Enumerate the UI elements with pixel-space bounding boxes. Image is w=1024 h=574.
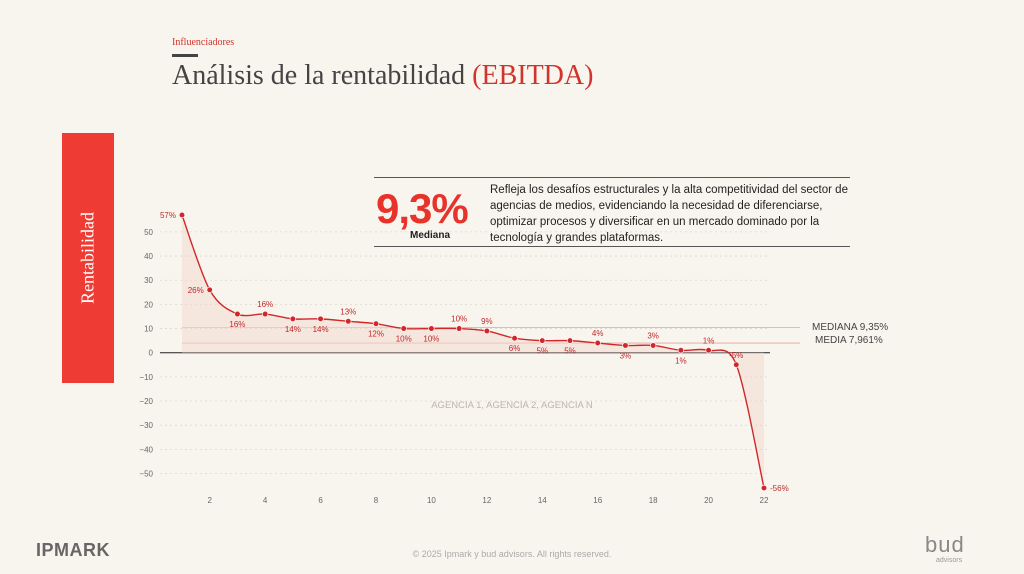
side-label-box: Rentabilidad	[62, 133, 114, 383]
data-label: 5%	[564, 347, 576, 356]
y-tick-label: −30	[139, 421, 153, 430]
data-point	[566, 337, 574, 344]
data-point	[539, 337, 546, 344]
data-point	[345, 318, 352, 325]
data-label: 57%	[160, 211, 176, 220]
y-tick-label: 40	[144, 252, 153, 261]
data-point	[733, 361, 740, 368]
y-tick-label: 10	[144, 325, 153, 334]
data-point	[428, 325, 435, 332]
median-stat: 9,3%	[376, 185, 469, 232]
data-point	[317, 315, 324, 322]
data-label: 26%	[188, 286, 204, 295]
data-label: 10%	[451, 315, 467, 324]
data-label: -5%	[729, 351, 743, 360]
x-tick-label: 6	[318, 496, 323, 505]
median-line-label: MEDIANA 9,35%	[812, 322, 889, 333]
data-point	[289, 315, 296, 322]
y-tick-label: 30	[144, 276, 153, 285]
insight-text: Refleja los desafíos estructurales y la …	[490, 184, 848, 244]
data-point	[650, 342, 657, 349]
x-tick-label: 14	[538, 496, 547, 505]
y-tick-label: 50	[144, 228, 153, 237]
data-point	[594, 339, 601, 347]
x-tick-label: 4	[263, 496, 268, 505]
y-tick-label: 0	[149, 349, 154, 358]
title-main: Análisis de la rentabilidad	[172, 60, 466, 91]
x-tick-label: 12	[482, 496, 491, 505]
x-tick-label: 16	[593, 496, 602, 505]
data-label: 13%	[340, 307, 356, 316]
page-title: Análisis de la rentabilidad (EBITDA)	[172, 60, 593, 92]
data-point	[234, 310, 241, 318]
insight-bottom-rule	[374, 246, 850, 247]
y-tick-label: −40	[139, 445, 153, 454]
bud-logo-sub: advisors	[936, 557, 963, 564]
mean-line-label: MEDIA 7,961%	[815, 335, 883, 346]
data-label: 10%	[423, 335, 439, 344]
data-label: 14%	[313, 325, 329, 334]
data-point	[705, 347, 712, 354]
x-tick-label: 8	[374, 496, 379, 505]
insight-top-rule	[374, 177, 850, 178]
y-tick-label: −50	[139, 470, 153, 479]
data-point	[622, 342, 629, 349]
data-label: 4%	[592, 329, 604, 338]
x-tick-label: 18	[649, 496, 658, 505]
y-tick-label: −20	[139, 397, 153, 406]
eyebrow-divider	[172, 54, 198, 57]
data-point	[456, 325, 463, 332]
data-label: 12%	[368, 330, 384, 339]
y-tick-label: −10	[139, 373, 153, 382]
data-label: 1%	[703, 336, 715, 345]
data-label: 16%	[229, 320, 245, 329]
x-tick-label: 22	[760, 496, 769, 505]
data-point	[483, 327, 490, 335]
data-label: 16%	[257, 300, 273, 309]
area-fill	[182, 215, 764, 488]
ipmark-logo: IPMARK	[36, 540, 110, 560]
data-point	[206, 286, 213, 293]
data-label: -56%	[770, 484, 789, 493]
data-label: 14%	[285, 325, 301, 334]
bud-logo: bud	[925, 532, 965, 557]
agency-annotation: AGENCIA 1, AGENCIA 2, AGENCIA N	[431, 400, 593, 411]
data-point	[262, 310, 269, 318]
data-label: 9%	[481, 317, 493, 326]
data-point	[400, 325, 407, 332]
x-tick-label: 10	[427, 496, 436, 505]
data-point	[677, 347, 684, 354]
data-point	[372, 320, 380, 327]
section-eyebrow: Influenciadores	[172, 37, 235, 48]
copyright-text: © 2025 Ipmark y bud advisors. All rights…	[412, 549, 612, 559]
title-accent: (EBITDA)	[472, 60, 594, 91]
data-label: 10%	[396, 335, 412, 344]
median-stat-label: Mediana	[410, 230, 451, 241]
y-tick-label: 20	[144, 300, 153, 309]
data-label: 5%	[537, 347, 549, 356]
x-tick-label: 2	[207, 496, 212, 505]
data-point	[760, 484, 768, 492]
x-tick-label: 20	[704, 496, 713, 505]
data-label: 1%	[675, 356, 687, 365]
data-label: 6%	[509, 344, 521, 353]
data-point	[511, 335, 518, 342]
data-point	[178, 211, 186, 219]
data-label: 3%	[647, 331, 659, 340]
data-label: 3%	[620, 351, 632, 360]
